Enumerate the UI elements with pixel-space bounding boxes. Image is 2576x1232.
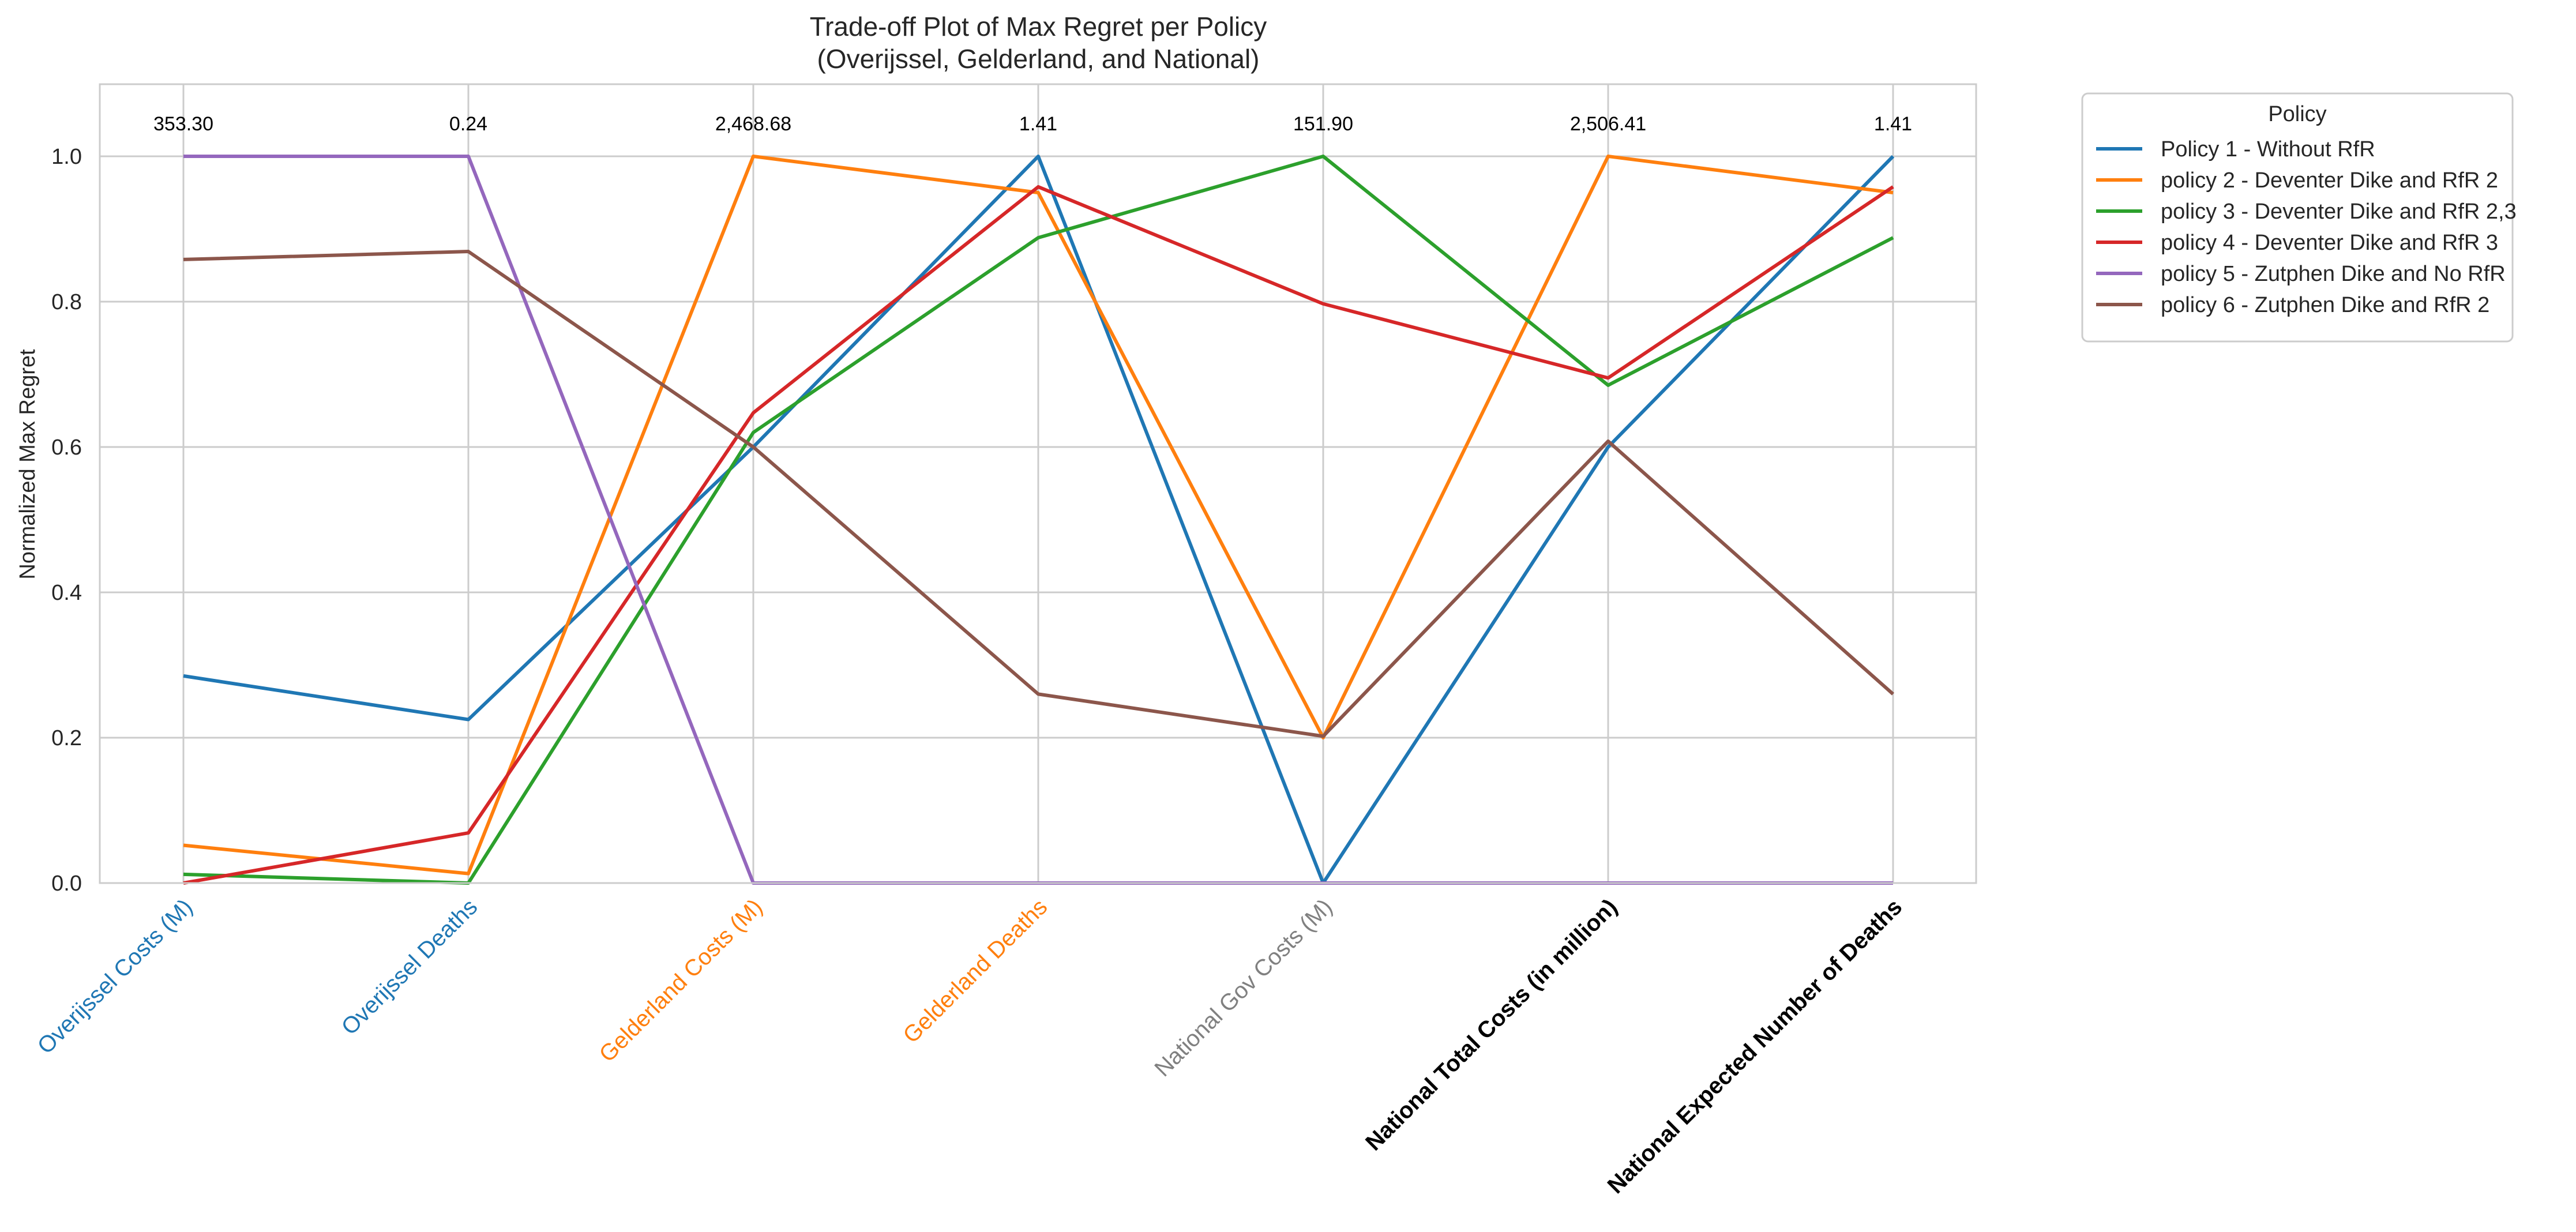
max-value-label: 1.41 [1874,113,1912,135]
y-axis-label: Normalized Max Regret [16,349,40,580]
legend-item-policy-2: policy 2 - Deventer Dike and RfR 2 [2161,168,2498,193]
max-value-label: 151.90 [1293,113,1353,135]
y-tick-label: 0.0 [51,872,82,896]
series-line-policy-1 [183,155,1895,885]
y-tick-label: 0.2 [51,726,82,750]
legend-item-policy-1: Policy 1 - Without RfR [2161,137,2375,161]
grid-layer [100,84,1976,884]
y-tick-label: 0.8 [51,290,82,314]
legend-title: Policy [2268,102,2326,126]
max-value-label: 0.24 [449,113,487,135]
max-value-label: 353.30 [153,113,213,135]
y-tick-label: 1.0 [51,145,82,169]
max-value-label: 2,506.41 [1570,113,1646,135]
chart-title: Trade-off Plot of Max Regret per Policy [810,12,1267,42]
legend-item-policy-5: policy 5 - Zutphen Dike and No RfR [2161,262,2506,286]
max-value-label: 2,468.68 [715,113,791,135]
series-line-policy-6 [183,250,1894,738]
legend-item-policy-3: policy 3 - Deventer Dike and RfR 2,3 [2161,200,2517,224]
max-value-label: 1.41 [1019,113,1057,135]
y-tick-label: 0.4 [51,581,82,605]
legend-item-policy-4: policy 4 - Deventer Dike and RfR 3 [2161,231,2498,255]
legend: Policy Policy 1 - Without RfR policy 2 - D… [2081,92,2517,343]
legend-box [2081,92,2514,343]
plot-frame [99,83,1977,884]
series-line-policy-4 [183,185,1894,885]
series-line-policy-2 [183,155,1894,876]
y-tick-label: 0.6 [51,435,82,460]
legend-item-policy-6: policy 6 - Zutphen Dike and RfR 2 [2161,293,2489,317]
chart-subtitle: (Overijssel, Gelderland, and National) [817,44,1259,74]
